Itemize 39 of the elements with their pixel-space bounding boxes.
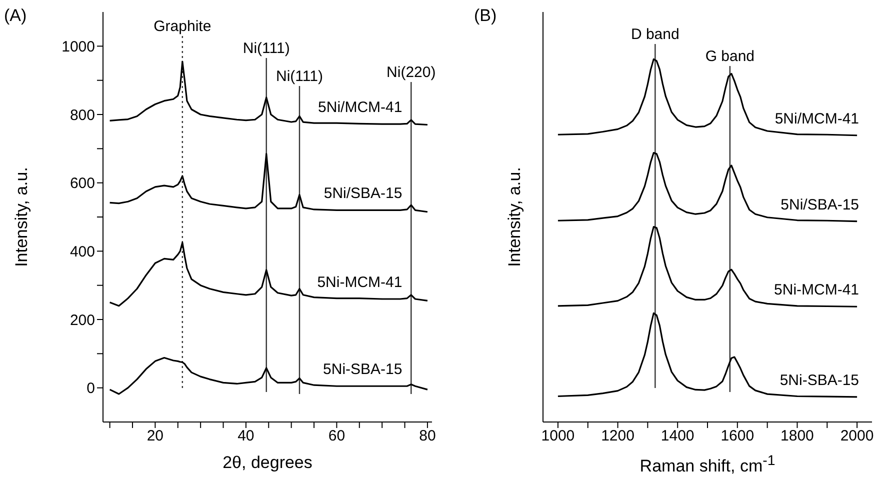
y-axis-title: Intensity, a.u. bbox=[505, 167, 525, 267]
y-tick-label: 600 bbox=[70, 175, 95, 192]
y-tick-label: 200 bbox=[70, 312, 95, 329]
x-tick-label: 1800 bbox=[780, 428, 814, 445]
line-series bbox=[109, 242, 428, 307]
x-axis-title: 2θ, degrees bbox=[222, 453, 312, 473]
series-label: 5Ni/SBA-15 bbox=[780, 196, 860, 214]
series-label: 5Ni-SBA-15 bbox=[323, 361, 402, 378]
x-tick-label: 1600 bbox=[720, 428, 754, 445]
x-tick-label: 20 bbox=[146, 428, 164, 445]
y-tick-label: 400 bbox=[70, 243, 95, 260]
ref-line-label: Graphite bbox=[154, 18, 212, 35]
y-tick-label: 0 bbox=[86, 380, 95, 398]
x-tick-label: 1000 bbox=[541, 428, 575, 445]
series-label: 5Ni-MCM-41 bbox=[774, 282, 860, 299]
x-tick-label: 60 bbox=[328, 428, 346, 445]
chart-title: (A) bbox=[4, 6, 27, 26]
y-axis-title: Intensity, a.u. bbox=[12, 167, 32, 267]
series-label: 5Ni/MCM-41 bbox=[774, 110, 860, 128]
series-label: 5Ni/MCM-41 bbox=[318, 99, 402, 116]
x-tick-label: 1200 bbox=[601, 428, 634, 445]
chart-title: (B) bbox=[474, 6, 497, 26]
series-label: 5Ni/SBA-15 bbox=[324, 185, 402, 202]
series-label: 5Ni-SBA-15 bbox=[780, 372, 860, 389]
x-tick-label: 2000 bbox=[840, 428, 874, 445]
y-tick-label: 800 bbox=[70, 106, 95, 124]
x-tick-label: 80 bbox=[419, 428, 436, 445]
x-axis-title: Raman shift, cm$^{-1}$ bbox=[640, 453, 776, 477]
ref-line-label: G band bbox=[705, 48, 755, 65]
series-label: 5Ni-MCM-41 bbox=[317, 274, 402, 291]
line-series bbox=[109, 152, 428, 213]
y-tick-label: 1000 bbox=[62, 38, 95, 56]
ref-line-label: Ni(111) bbox=[242, 40, 290, 57]
ref-line-label: Ni(220) bbox=[386, 64, 436, 81]
x-tick-label: 1400 bbox=[660, 428, 694, 445]
line-series bbox=[109, 356, 428, 395]
x-tick-label: 40 bbox=[238, 428, 254, 445]
ref-line-label: Ni(111) bbox=[276, 68, 323, 85]
ref-line-label: D band bbox=[630, 26, 680, 43]
